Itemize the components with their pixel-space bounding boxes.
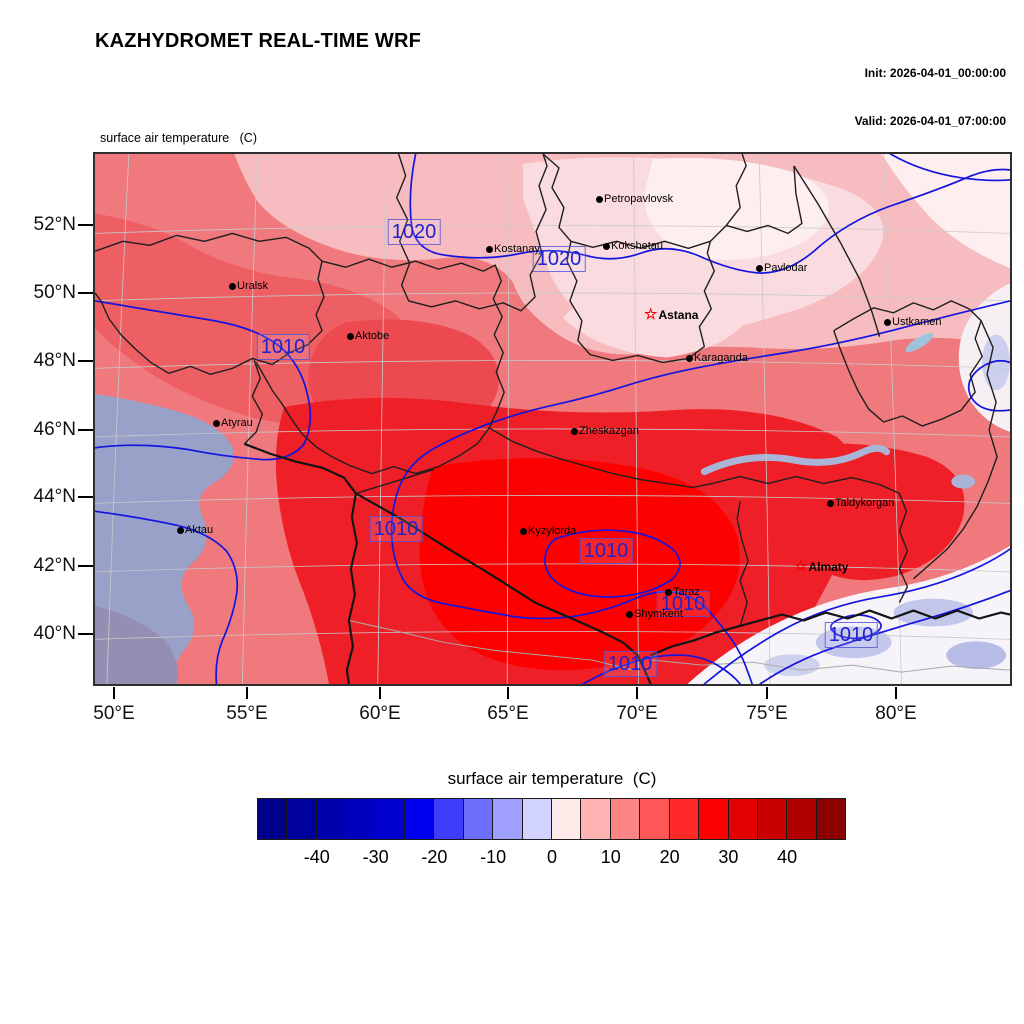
init-time: Init: 2026-04-01_00:00:00 bbox=[864, 66, 1006, 80]
colorbar-segment bbox=[609, 798, 641, 840]
x-axis-label: 50°E bbox=[93, 703, 135, 724]
region-borders bbox=[95, 154, 998, 627]
x-axis-tick bbox=[246, 687, 248, 699]
y-axis-label: 50°N bbox=[33, 282, 76, 303]
colorbar-segment bbox=[580, 798, 611, 840]
temperature-field bbox=[95, 154, 1010, 684]
isobar-contours bbox=[95, 154, 1010, 684]
colorbar-segment bbox=[668, 798, 700, 840]
colorbar-tick: 0 bbox=[546, 847, 558, 867]
map-canvas: 1020 1020 1010 1010 1010 1010 1010 1010 … bbox=[93, 152, 1012, 686]
x-axis-tick bbox=[507, 687, 509, 699]
pressure-label: 1020 bbox=[532, 246, 586, 272]
colorbar-tick: 30 bbox=[718, 847, 739, 867]
x-axis-label: 60°E bbox=[359, 703, 401, 724]
colorbar-segment bbox=[639, 798, 670, 840]
y-axis-tick bbox=[78, 360, 93, 362]
x-axis-tick bbox=[379, 687, 381, 699]
colorbar-tick: 10 bbox=[600, 847, 621, 867]
colorbar-segment bbox=[286, 798, 317, 840]
pressure-label: 1010 bbox=[256, 334, 310, 360]
valid-time: Valid: 2026-04-01_07:00:00 bbox=[854, 114, 1006, 128]
y-axis-tick bbox=[78, 224, 93, 226]
colorbar-segment bbox=[345, 798, 376, 840]
national-border bbox=[243, 442, 1010, 684]
pressure-label: 1010 bbox=[369, 516, 423, 542]
y-axis-tick bbox=[78, 429, 93, 431]
x-axis-tick bbox=[113, 687, 115, 699]
colorbar-segment bbox=[727, 798, 758, 840]
colorbar-segment bbox=[462, 798, 494, 840]
pressure-label: 1010 bbox=[579, 538, 633, 564]
colorbar-tick: 40 bbox=[777, 847, 798, 867]
run-times: Init: 2026-04-01_00:00:00 Valid: 2026-04… bbox=[855, 33, 1006, 161]
colorbar-tick: -30 bbox=[362, 847, 389, 867]
colorbar-segment bbox=[698, 798, 729, 840]
colorbar-segment bbox=[521, 798, 553, 840]
colorbar-segment bbox=[815, 798, 847, 840]
x-axis-tick bbox=[636, 687, 638, 699]
pressure-label: 1010 bbox=[603, 651, 657, 677]
colorbar-title: surface air temperature (C) bbox=[447, 769, 657, 788]
x-axis-tick bbox=[766, 687, 768, 699]
colorbar-segment bbox=[374, 798, 406, 840]
y-axis-tick bbox=[78, 292, 93, 294]
subtitle-temperature: surface air temperature (C) bbox=[100, 131, 257, 145]
pressure-label: 1010 bbox=[824, 622, 878, 648]
colorbar-tick: 20 bbox=[659, 847, 680, 867]
x-axis-tick bbox=[895, 687, 897, 699]
x-axis-label: 65°E bbox=[487, 703, 529, 724]
y-axis-label: 44°N bbox=[33, 486, 76, 507]
y-axis-label: 46°N bbox=[33, 419, 76, 440]
colorbar-tick-labels: -40 -30 -20 -10 0 10 20 30 40 bbox=[258, 847, 846, 869]
colorbar bbox=[257, 798, 847, 840]
colorbar-tick: -20 bbox=[421, 847, 448, 867]
colorbar-segment bbox=[404, 798, 435, 840]
colorbar-segment bbox=[492, 798, 523, 840]
x-axis-label: 75°E bbox=[746, 703, 788, 724]
y-axis-tick bbox=[78, 633, 93, 635]
colorbar-segment bbox=[433, 798, 464, 840]
y-axis-tick bbox=[78, 496, 93, 498]
colorbar-segment bbox=[257, 798, 288, 840]
y-axis-label: 40°N bbox=[33, 623, 76, 644]
colorbar-segment bbox=[756, 798, 788, 840]
colorbar-tick: -40 bbox=[303, 847, 330, 867]
page-title: KAZHYDROMET REAL-TIME WRF bbox=[95, 30, 422, 52]
graticule bbox=[95, 154, 1010, 684]
colorbar-segment bbox=[551, 798, 582, 840]
x-axis-label: 70°E bbox=[616, 703, 658, 724]
y-axis-label: 48°N bbox=[33, 350, 76, 371]
colorbar-tick: -10 bbox=[480, 847, 507, 867]
y-axis-label: 42°N bbox=[33, 555, 76, 576]
x-axis-label: 55°E bbox=[226, 703, 268, 724]
y-axis-label: 52°N bbox=[33, 214, 76, 235]
pressure-label: 1010 bbox=[656, 591, 710, 617]
x-axis-label: 80°E bbox=[875, 703, 917, 724]
colorbar-segment bbox=[786, 798, 817, 840]
y-axis-tick bbox=[78, 565, 93, 567]
pressure-label: 1020 bbox=[387, 219, 441, 245]
colorbar-segment bbox=[315, 798, 347, 840]
